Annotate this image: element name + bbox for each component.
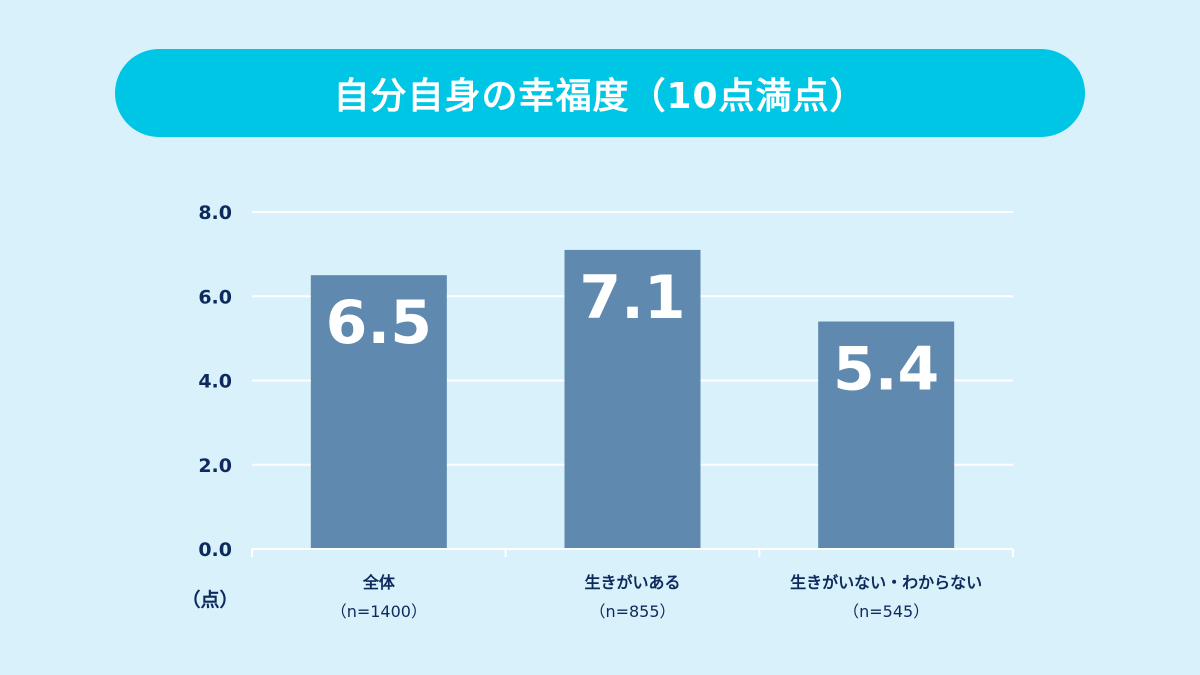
sample-size-label: （n=1400） (331, 602, 427, 621)
bar-value-label: 7.1 (579, 263, 685, 333)
bar (564, 249, 701, 549)
title-banner: 自分自身の幸福度（10点満点） (115, 49, 1085, 137)
bar (310, 275, 447, 549)
y-tick-label: 8.0 (198, 202, 232, 224)
category-label: 全体 (362, 573, 396, 592)
y-tick-label: 0.0 (198, 539, 232, 561)
y-tick-label: 2.0 (198, 455, 232, 477)
bar-value-label: 5.4 (833, 335, 939, 405)
y-axis-unit-label: （点） (181, 588, 238, 611)
category-label: 生きがいない・わからない (790, 573, 982, 592)
y-tick-label: 4.0 (198, 371, 232, 393)
category-label: 生きがいある (584, 573, 680, 592)
sample-size-label: （n=855） (589, 602, 675, 621)
chart-title: 自分自身の幸福度（10点満点） (333, 76, 867, 117)
bar (818, 321, 955, 549)
sample-size-label: （n=545） (843, 602, 929, 621)
y-tick-label: 6.0 (198, 286, 232, 308)
bar-value-label: 6.5 (326, 288, 432, 358)
